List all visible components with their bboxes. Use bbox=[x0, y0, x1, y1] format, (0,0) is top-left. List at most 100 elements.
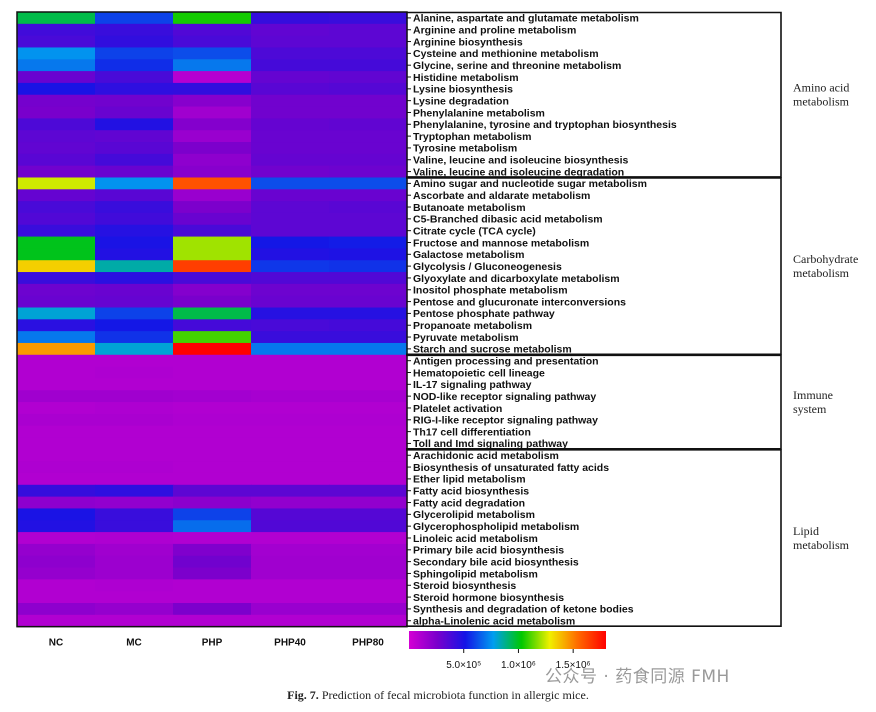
heatmap-cell bbox=[329, 295, 408, 309]
heatmap-cell bbox=[95, 331, 174, 344]
heatmap-cell bbox=[329, 437, 408, 450]
heatmap-cell bbox=[251, 579, 330, 592]
heatmap-cell bbox=[173, 212, 252, 226]
heatmap-cell bbox=[17, 59, 96, 72]
group-label: metabolism bbox=[793, 538, 850, 552]
heatmap-cell bbox=[329, 378, 408, 391]
row-label: Hematopoietic cell lineage bbox=[413, 367, 545, 379]
heatmap-cell bbox=[95, 236, 174, 249]
heatmap-cell bbox=[95, 295, 174, 309]
heatmap-cell bbox=[329, 165, 408, 179]
row-label: Arachidonic acid metabolism bbox=[413, 450, 559, 462]
heatmap-cell bbox=[251, 283, 330, 297]
heatmap-cell bbox=[251, 319, 330, 332]
heatmap-cell bbox=[95, 35, 174, 49]
heatmap-cell bbox=[95, 106, 174, 119]
row-label: RIG-I-like receptor signaling pathway bbox=[413, 415, 598, 427]
row-label: IL-17 signaling pathway bbox=[413, 379, 532, 391]
row-label: Ether lipid metabolism bbox=[413, 474, 526, 486]
heatmap-cell bbox=[329, 461, 408, 474]
heatmap-cell bbox=[17, 402, 96, 415]
row-label: Sphingolipid metabolism bbox=[413, 568, 538, 580]
heatmap-cell bbox=[17, 283, 96, 297]
row-label: Propanoate metabolism bbox=[413, 320, 532, 332]
heatmap-cell bbox=[95, 23, 174, 37]
heatmap-cell bbox=[17, 331, 96, 344]
heatmap-cell bbox=[251, 614, 330, 628]
heatmap-cell bbox=[17, 23, 96, 37]
heatmap-cell bbox=[329, 366, 408, 380]
heatmap-cell bbox=[95, 449, 174, 462]
heatmap-cell bbox=[173, 319, 252, 332]
heatmap-cell bbox=[95, 591, 174, 604]
heatmap-cell bbox=[95, 283, 174, 297]
heatmap-cell bbox=[173, 472, 252, 486]
heatmap-cell bbox=[95, 425, 174, 439]
color-legend: 5.0×10⁵ 1.0×10⁶ 1.5×10⁶ bbox=[409, 631, 606, 671]
heatmap-cell bbox=[251, 236, 330, 249]
heatmap-cell bbox=[329, 35, 408, 49]
heatmap-cell bbox=[173, 449, 252, 462]
heatmap-cell bbox=[173, 614, 252, 628]
heatmap-cell bbox=[17, 413, 96, 427]
heatmap-cell bbox=[173, 354, 252, 368]
row-label: Fructose and mannose metabolism bbox=[413, 237, 589, 249]
heatmap-cell bbox=[95, 520, 174, 533]
heatmap-cell bbox=[17, 106, 96, 119]
heatmap-cell bbox=[329, 591, 408, 604]
heatmap-cell bbox=[95, 532, 174, 545]
caption-text: Prediction of fecal microbiota function … bbox=[321, 688, 589, 702]
heatmap-cell bbox=[17, 555, 96, 569]
heatmap-cell bbox=[329, 520, 408, 533]
heatmap-cell bbox=[251, 224, 330, 238]
heatmap-cell bbox=[173, 603, 252, 616]
heatmap-cell bbox=[329, 94, 408, 108]
heatmap-cell bbox=[251, 212, 330, 226]
heatmap-cell bbox=[17, 591, 96, 604]
row-label: Lysine biosynthesis bbox=[413, 84, 513, 96]
heatmap-cell bbox=[329, 224, 408, 238]
heatmap-cell bbox=[251, 59, 330, 72]
heatmap-cell bbox=[95, 579, 174, 592]
heatmap-border bbox=[16, 11, 408, 628]
heatmap-cell bbox=[17, 342, 96, 356]
heatmap-cell bbox=[251, 23, 330, 37]
heatmap-cell bbox=[173, 307, 252, 320]
heatmap-cell bbox=[173, 532, 252, 545]
row-label: C5-Branched dibasic acid metabolism bbox=[413, 214, 603, 226]
heatmap-cell bbox=[251, 425, 330, 439]
group-label: system bbox=[793, 402, 827, 416]
heatmap-cell bbox=[173, 342, 252, 356]
heatmap-cell bbox=[173, 461, 252, 474]
heatmap-cell bbox=[251, 272, 330, 285]
heatmap-cell bbox=[251, 543, 330, 557]
heatmap-cell bbox=[95, 461, 174, 474]
heatmap-cell bbox=[329, 130, 408, 143]
heatmap-cell bbox=[17, 425, 96, 439]
heatmap-cell bbox=[95, 201, 174, 214]
heatmap-cell bbox=[251, 342, 330, 356]
figure-caption: Fig. 7. Prediction of fecal microbiota f… bbox=[0, 688, 876, 703]
heatmap-cell bbox=[173, 165, 252, 179]
heatmap-cell bbox=[95, 224, 174, 238]
heatmap-cell bbox=[95, 307, 174, 320]
row-label: Platelet activation bbox=[413, 403, 502, 415]
heatmap-cell bbox=[173, 555, 252, 569]
heatmap-cell bbox=[329, 555, 408, 569]
heatmap-cell bbox=[17, 461, 96, 474]
heatmap-cell bbox=[251, 142, 330, 155]
heatmap-cell bbox=[251, 130, 330, 143]
heatmap-cell bbox=[329, 331, 408, 344]
row-label: Alanine, aspartate and glutamate metabol… bbox=[413, 13, 639, 25]
group-label: Immune bbox=[793, 388, 833, 402]
row-label: Fatty acid degradation bbox=[413, 497, 525, 509]
group-bracket bbox=[406, 177, 782, 356]
heatmap-cell bbox=[329, 118, 408, 131]
heatmap-cell bbox=[17, 532, 96, 545]
heatmap-cell bbox=[95, 59, 174, 72]
heatmap-cell bbox=[329, 177, 408, 190]
heatmap-cell bbox=[329, 579, 408, 592]
row-label: Histidine metabolism bbox=[413, 72, 519, 84]
heatmap-cell bbox=[17, 224, 96, 238]
heatmap-cell bbox=[17, 260, 96, 273]
